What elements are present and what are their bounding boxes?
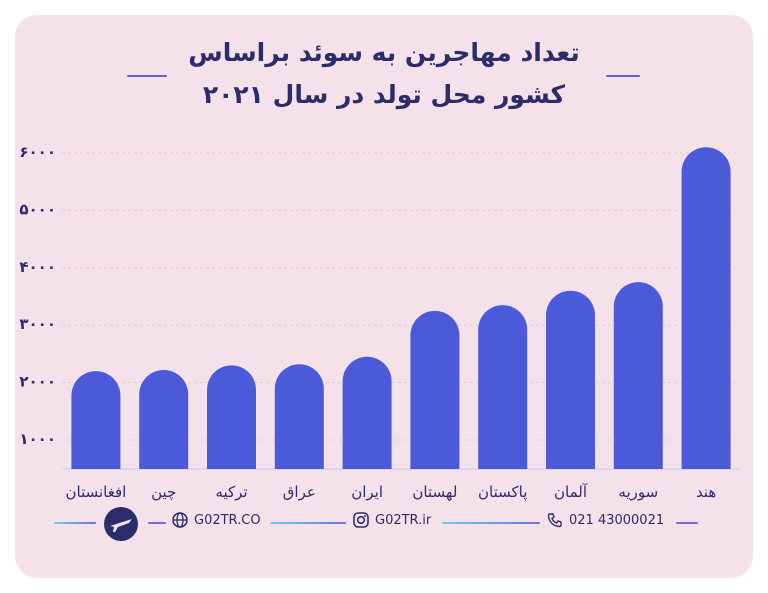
footer-phone[interactable]: 021 43000021 [547, 512, 664, 528]
phone-icon [547, 513, 562, 528]
chart-title-line1: تعداد مهاجرین به سوئد براساس [188, 38, 580, 67]
bar [613, 282, 663, 469]
bar [342, 356, 392, 469]
bar [478, 305, 528, 469]
bar [139, 369, 189, 469]
bar [410, 310, 460, 469]
bar [274, 364, 324, 469]
bar [546, 290, 595, 469]
footer-line-3 [270, 522, 346, 524]
globe-icon [172, 512, 188, 528]
x-tick-label: ایران [351, 483, 383, 501]
y-tick-label: ۵۰۰۰ [19, 200, 56, 218]
y-tick-label: ۱۰۰۰ [19, 430, 56, 448]
x-tick-label: چین [151, 483, 176, 501]
x-tick-label: عراق [283, 483, 316, 501]
x-tick-label: پاکستان [478, 483, 527, 502]
instagram-icon [353, 512, 369, 528]
title-decoration-right [606, 75, 640, 77]
footer-line-1 [54, 522, 96, 524]
y-tick-label: ۶۰۰۰ [19, 143, 56, 161]
footer-instagram[interactable]: G02TR.ir [353, 512, 431, 528]
footer-line-2 [148, 522, 166, 524]
title-decoration-left [127, 75, 167, 77]
footer-line-4 [442, 522, 540, 524]
y-tick-label: ۴۰۰۰ [19, 258, 56, 276]
chart-title-line2: کشور محل تولد در سال ۲۰۲۱ [202, 80, 566, 109]
y-tick-label: ۲۰۰۰ [19, 373, 56, 391]
x-tick-label: لهستان [412, 483, 457, 501]
footer-website[interactable]: G02TR.CO [172, 512, 261, 528]
x-tick-label: ترکیه [215, 483, 247, 501]
x-tick-label: افغانستان [65, 483, 126, 501]
logo-plane-icon [102, 505, 140, 543]
bar [71, 371, 121, 469]
x-tick-label: هند [696, 483, 716, 501]
x-tick-label: سوریه [618, 483, 658, 501]
bar [681, 147, 731, 469]
website-label: G02TR.CO [194, 512, 261, 528]
y-tick-label: ۳۰۰۰ [19, 315, 56, 333]
bar [207, 365, 256, 469]
footer-line-5 [676, 522, 698, 524]
x-tick-label: آلمان [554, 483, 588, 501]
phone-label: 021 43000021 [569, 512, 665, 528]
instagram-label: G02TR.ir [375, 512, 432, 528]
